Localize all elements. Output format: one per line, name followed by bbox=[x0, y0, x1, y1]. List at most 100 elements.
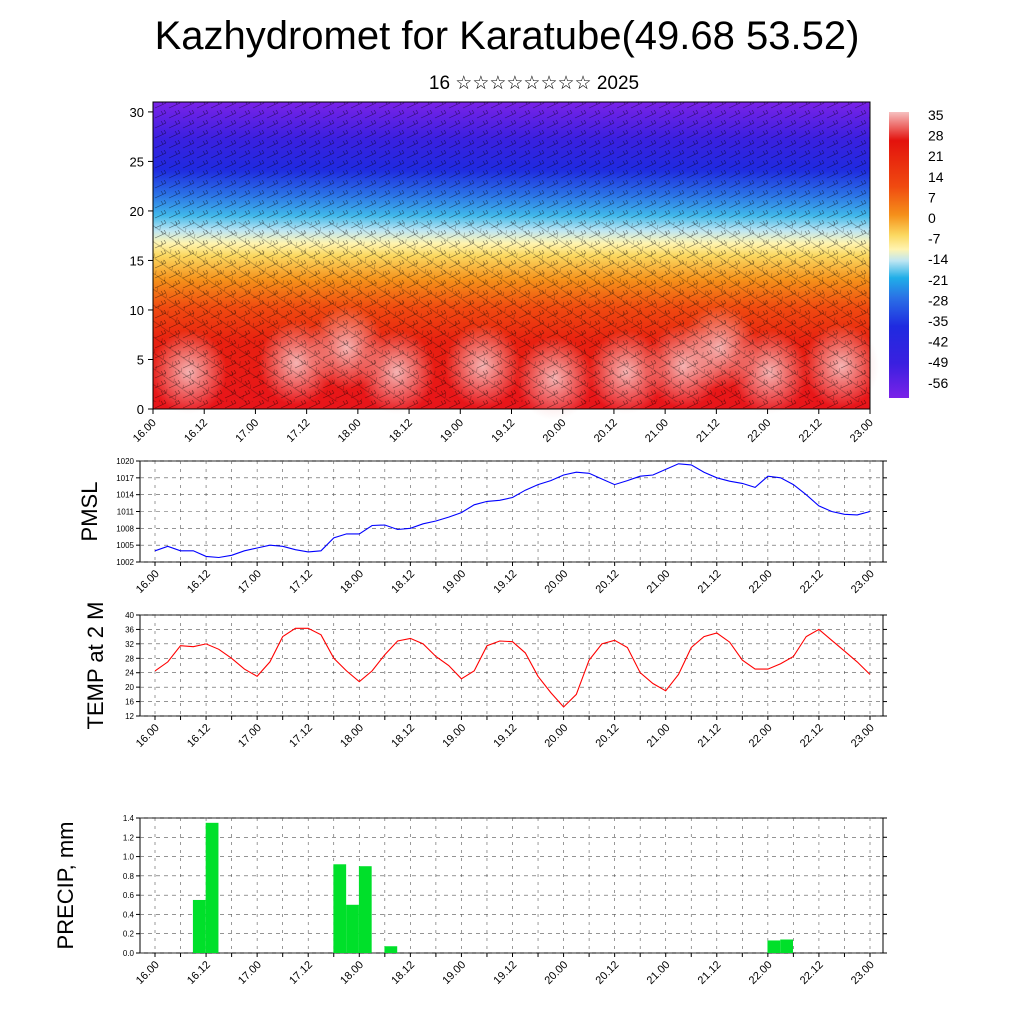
y-tick-label: 0.6 bbox=[123, 891, 135, 900]
x-tick-label: 19.00 bbox=[438, 417, 466, 445]
y-tick-label: 1002 bbox=[116, 558, 134, 567]
x-tick-label: 16.00 bbox=[134, 722, 162, 750]
precip-bar bbox=[346, 904, 359, 953]
colorbar-label: -35 bbox=[928, 313, 948, 329]
colorbar-label: -42 bbox=[928, 334, 948, 350]
x-tick-label: 18.00 bbox=[338, 568, 366, 596]
wind-barbs bbox=[153, 222, 870, 402]
x-tick-label: 16.00 bbox=[131, 417, 159, 445]
y-tick-label: 30 bbox=[130, 105, 144, 120]
y-tick-label: 32 bbox=[125, 640, 134, 649]
x-tick-label: 16.12 bbox=[182, 417, 210, 445]
x-tick-label: 17.12 bbox=[287, 722, 315, 750]
x-tick-label: 20.12 bbox=[594, 568, 622, 596]
x-tick-label: 22.12 bbox=[797, 417, 825, 445]
x-tick-label: 16.00 bbox=[134, 568, 162, 596]
colorbar-label: -14 bbox=[928, 251, 948, 267]
y-tick-label: 28 bbox=[125, 654, 134, 663]
x-tick-label: 19.12 bbox=[491, 959, 519, 987]
x-tick-label: 21.00 bbox=[645, 722, 673, 750]
x-tick-label: 18.00 bbox=[338, 959, 366, 987]
colorbar-label: -21 bbox=[928, 272, 948, 288]
y-tick-label: 1.4 bbox=[123, 814, 135, 823]
x-tick-label: 18.12 bbox=[389, 959, 417, 987]
x-tick-label: 22.12 bbox=[798, 722, 826, 750]
x-tick-label: 18.12 bbox=[389, 568, 417, 596]
y-tick-label: 1011 bbox=[117, 508, 135, 517]
y-axis-title: TEMP at 2 M bbox=[83, 602, 108, 730]
precip-bar bbox=[205, 822, 219, 953]
temp-panel: 12 16 20 24 28 32 36 40 16.00 16.12 17.00 17.12 18.0… bbox=[83, 602, 887, 750]
x-tick-label: 20.00 bbox=[542, 568, 570, 596]
y-tick-label: 20 bbox=[125, 683, 134, 692]
x-tick-label: 18.12 bbox=[389, 722, 417, 750]
y-tick-label: 1.2 bbox=[123, 833, 135, 842]
y-tick-label: 15 bbox=[130, 253, 144, 268]
colorbar-label: -56 bbox=[928, 375, 948, 391]
x-tick-label: 21.12 bbox=[696, 568, 724, 596]
x-tick-label: 21.00 bbox=[643, 417, 671, 445]
precip-bar bbox=[780, 939, 794, 953]
y-tick-label: 0.8 bbox=[123, 872, 135, 881]
precip-bar bbox=[384, 946, 398, 953]
y-tick-label: 25 bbox=[130, 154, 144, 169]
x-tick-label: 16.00 bbox=[134, 959, 162, 987]
precip-bar bbox=[767, 940, 781, 953]
y-tick-label: 1017 bbox=[116, 474, 134, 483]
cross-section-panel: 0 5 10 15 20 25 30 16.00 16.12 17.00 17.12 18.00 18.… bbox=[130, 101, 880, 445]
x-tick-label: 16.12 bbox=[185, 959, 213, 987]
y-tick-label: 20 bbox=[130, 204, 144, 219]
colorbar-label: 35 bbox=[928, 107, 944, 123]
x-tick-label: 21.00 bbox=[645, 959, 673, 987]
precip-bar bbox=[192, 899, 206, 953]
colorbar-fill bbox=[889, 112, 909, 398]
y-tick-label: 16 bbox=[125, 698, 134, 707]
y-tick-label: 0 bbox=[137, 402, 144, 417]
x-tick-label: 23.00 bbox=[849, 959, 877, 987]
colorbar-label: 28 bbox=[928, 128, 944, 144]
colorbar-label: -7 bbox=[928, 231, 941, 247]
y-tick-label: 0.2 bbox=[123, 930, 135, 939]
colorbar-label: 7 bbox=[928, 189, 936, 205]
x-tick-label: 19.12 bbox=[491, 722, 519, 750]
pmsl-line bbox=[154, 463, 871, 559]
x-tick-label: 22.00 bbox=[747, 722, 775, 750]
plot-frame bbox=[139, 614, 884, 717]
y-axis-title: PMSL bbox=[77, 482, 102, 542]
x-tick-label: 20.00 bbox=[541, 417, 569, 445]
colorbar-label: 21 bbox=[928, 148, 944, 164]
x-tick-label: 19.00 bbox=[440, 722, 468, 750]
page-subtitle: 16 ☆☆☆☆☆☆☆☆ 2025 bbox=[428, 73, 640, 94]
y-tick-label: 1008 bbox=[116, 524, 134, 533]
colorbar-label: 0 bbox=[928, 210, 936, 226]
x-tick-label: 22.00 bbox=[745, 417, 773, 445]
y-tick-label: 10 bbox=[130, 303, 144, 318]
y-tick-label: 1014 bbox=[116, 491, 134, 500]
y-tick-label: 0.0 bbox=[123, 949, 135, 958]
y-tick-label: 36 bbox=[125, 625, 134, 634]
x-tick-label: 19.00 bbox=[440, 568, 468, 596]
y-tick-label: 1020 bbox=[116, 457, 134, 466]
x-tick-label: 17.12 bbox=[285, 417, 313, 445]
x-tick-label: 18.12 bbox=[387, 417, 415, 445]
plot-frame bbox=[139, 817, 884, 954]
x-tick-label: 17.12 bbox=[287, 568, 315, 596]
x-tick-label: 17.00 bbox=[236, 568, 264, 596]
y-tick-label: 1005 bbox=[116, 541, 134, 550]
y-tick-label: 1.0 bbox=[123, 853, 135, 862]
colorbar-label: 14 bbox=[928, 169, 944, 185]
x-tick-label: 20.12 bbox=[592, 417, 620, 445]
x-tick-label: 20.00 bbox=[542, 959, 570, 987]
y-tick-label: 40 bbox=[125, 611, 134, 620]
x-tick-label: 21.00 bbox=[645, 568, 673, 596]
x-tick-label: 16.12 bbox=[185, 722, 213, 750]
colorbar-label: -49 bbox=[928, 354, 948, 370]
x-tick-label: 20.12 bbox=[594, 722, 622, 750]
precip-panel: 0.0 0.2 0.4 0.6 0.8 1.0 1.2 1.4 16.00 16.12 17.00 1… bbox=[53, 814, 887, 987]
y-tick-label: 5 bbox=[137, 352, 144, 367]
x-tick-label: 16.12 bbox=[185, 568, 213, 596]
x-tick-label: 23.00 bbox=[848, 417, 876, 445]
x-tick-label: 21.12 bbox=[694, 417, 722, 445]
y-axis-title: PRECIP, mm bbox=[53, 822, 78, 950]
